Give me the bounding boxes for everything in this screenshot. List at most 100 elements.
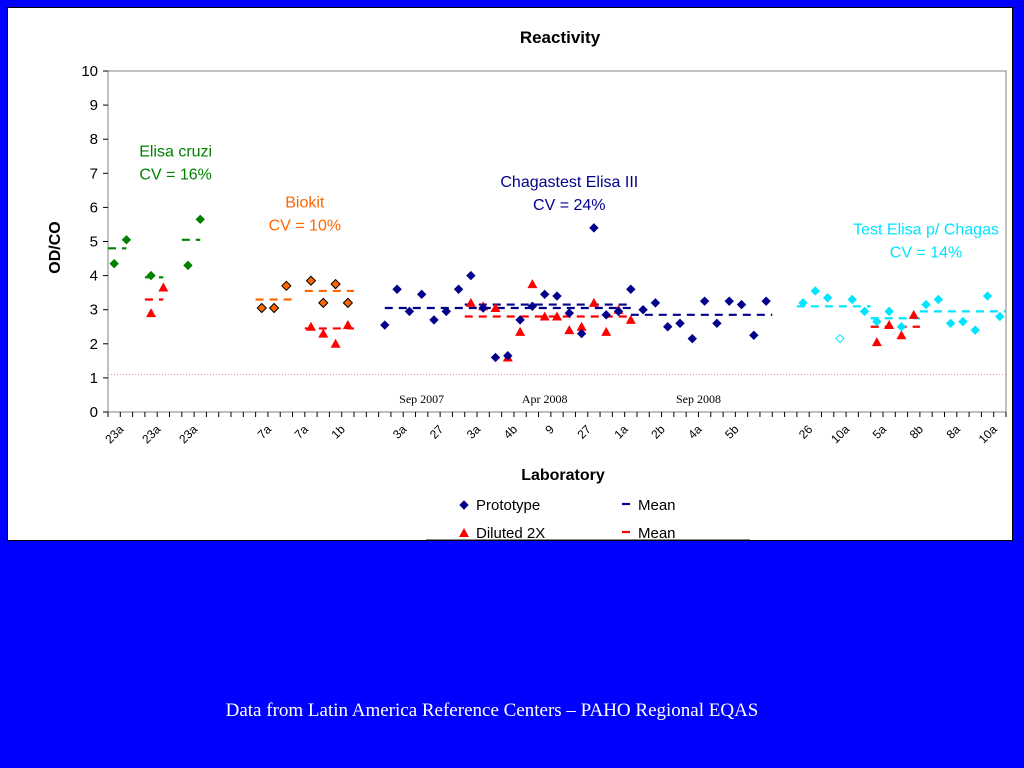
group-annotation: CV = 24% (533, 197, 605, 214)
diluted-point (625, 314, 636, 324)
prototype-point (416, 289, 427, 300)
prototype-point (921, 299, 931, 310)
diluted-point (576, 321, 587, 331)
prototype-point (330, 278, 341, 290)
chart-title: Reactivity (520, 28, 601, 47)
prototype-point (663, 322, 673, 332)
x-tick-label: 23a (102, 422, 126, 446)
x-tick-label: 4a (685, 422, 705, 442)
date-label: Sep 2007 (399, 392, 444, 406)
diluted-point (908, 309, 919, 319)
y-tick-label: 8 (90, 131, 98, 148)
diluted-point (342, 320, 353, 330)
prototype-point (441, 306, 451, 317)
x-tick-label: 1a (611, 422, 631, 442)
prototype-point (453, 284, 464, 294)
prototype-point (589, 223, 599, 233)
x-tick-label: 9 (542, 422, 557, 437)
diluted-point (896, 330, 907, 340)
prototype-point (859, 306, 870, 317)
prototype-point (146, 270, 156, 281)
group-annotation: Biokit (285, 194, 325, 211)
prototype-point (478, 303, 488, 313)
prototype-point (256, 302, 267, 314)
prototype-point (675, 318, 685, 329)
diluted-point (601, 326, 612, 336)
prototype-point (822, 293, 833, 303)
prototype-point (613, 306, 624, 317)
prototype-point (687, 333, 698, 344)
diluted-point (318, 328, 329, 338)
x-tick-label: 5b (722, 422, 742, 442)
y-tick-label: 10 (81, 63, 98, 80)
x-tick-label: 4b (501, 422, 521, 442)
legend-label: Prototype (476, 497, 540, 514)
prototype-point (736, 299, 747, 310)
prototype-point (539, 289, 550, 300)
prototype-point (429, 315, 439, 325)
prototype-point (183, 260, 193, 271)
legend-marker-triangle (459, 528, 469, 537)
y-axis-label: OD/CO (47, 221, 64, 273)
diluted-point (588, 297, 599, 307)
legend-label: Mean (638, 497, 676, 514)
prototype-point (195, 214, 205, 225)
group-annotation: Elisa cruzi (139, 143, 212, 160)
prototype-point (896, 322, 907, 332)
prototype-point (466, 270, 476, 281)
x-tick-label: 23a (176, 422, 200, 446)
x-tick-label: 8b (907, 422, 927, 442)
legend-label: Diluted 2X (476, 525, 545, 540)
slide-caption: Data from Latin America Reference Center… (225, 700, 759, 721)
prototype-point (392, 284, 402, 294)
prototype-point (798, 298, 808, 308)
x-tick-label: 3a (390, 422, 410, 442)
y-tick-label: 5 (90, 234, 98, 251)
y-tick-label: 1 (90, 370, 98, 387)
prototype-point (305, 275, 317, 286)
diluted-point (884, 320, 895, 330)
diluted-point (146, 308, 157, 318)
x-tick-label: 3a (464, 422, 484, 442)
prototype-point (958, 316, 968, 327)
x-tick-label: 27 (575, 422, 595, 442)
x-tick-label: 10a (976, 422, 1000, 446)
date-label: Sep 2008 (676, 392, 721, 406)
y-tick-label: 4 (90, 268, 98, 285)
diluted-point (539, 311, 550, 321)
prototype-point (515, 315, 525, 325)
prototype-point (650, 298, 661, 308)
prototype-point (945, 318, 956, 329)
prototype-point (503, 351, 513, 361)
prototype-point (527, 301, 538, 311)
y-tick-label: 2 (90, 336, 98, 353)
prototype-point (699, 296, 710, 306)
prototype-point (970, 325, 980, 335)
diluted-point (871, 337, 882, 347)
prototype-point (576, 328, 587, 339)
diluted-point (330, 338, 341, 348)
legend-label: Mean (638, 525, 676, 540)
y-tick-label: 7 (90, 165, 98, 182)
date-label: Apr 2008 (522, 392, 568, 406)
x-tick-label: 8a (944, 422, 964, 442)
prototype-point (380, 320, 390, 330)
group-annotation: CV = 10% (269, 217, 341, 234)
diluted-point (515, 326, 526, 336)
y-tick-label: 9 (90, 97, 98, 114)
prototype-point (626, 284, 636, 294)
x-tick-label: 5a (870, 422, 890, 442)
prototype-point (761, 296, 771, 306)
diluted-point (158, 282, 169, 292)
prototype-point (847, 294, 857, 305)
prototype-point (712, 318, 722, 329)
plot-frame (107, 70, 1007, 413)
prototype-point (281, 280, 292, 292)
prototype-point (121, 235, 132, 245)
prototype-point (749, 330, 759, 340)
reactivity-chart: Reactivity 0 1 2 3 4 5 6 7 8 9 10 OD/CO 23a 23a 23a 7a 7a… (47, 28, 1007, 540)
y-tick-label: 6 (90, 199, 98, 216)
prototype-point (342, 297, 354, 309)
group-annotation: CV = 16% (139, 166, 211, 183)
legend-marker-diamond (459, 500, 469, 510)
